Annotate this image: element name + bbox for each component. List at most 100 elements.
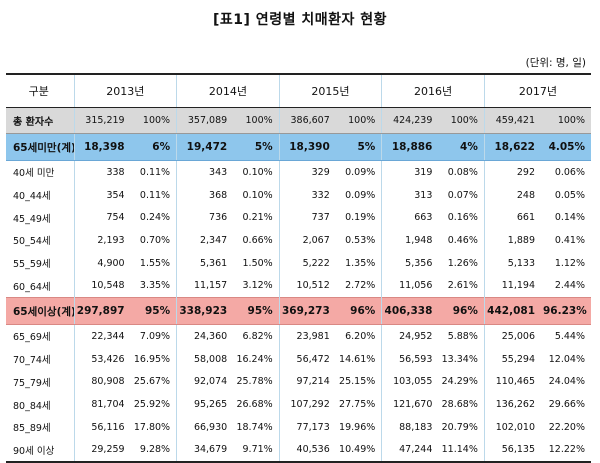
row-label: 총 환자수	[6, 107, 74, 134]
row-label: 60_64세	[13, 281, 51, 293]
percentage-cell: 5.88%	[447, 330, 478, 342]
table-row: 50_54세 2,193 0.70% 2,347 0.66% 2,067 0.53% 1,94…	[6, 229, 591, 252]
year-header: 2015년	[278, 73, 382, 108]
patient-count-cell: 22,344	[73, 324, 131, 348]
patient-count-cell: 19,472	[176, 133, 234, 161]
percentage-cell: 0.08%	[447, 166, 478, 178]
patient-count-cell: 663	[381, 206, 439, 230]
patient-count-cell: 58,008	[176, 347, 234, 371]
percentage-cell: 29.66%	[548, 399, 585, 411]
patient-count-cell: 121,670	[381, 393, 439, 416]
percentage-cell: 0.41%	[554, 234, 585, 246]
year-header: 2013년	[73, 73, 177, 108]
percentage-cell: 11.14%	[438, 438, 485, 463]
percentage-cell: 25.67%	[133, 376, 171, 388]
patient-count-cell: 11,056	[381, 274, 439, 298]
year-header: 2016년	[381, 73, 485, 108]
patient-count-cell: 18,390	[278, 133, 336, 161]
percentage-cell: 95%	[130, 297, 177, 326]
patient-count-cell: 329	[278, 160, 336, 184]
patient-count-cell: 29,259	[73, 438, 131, 463]
patient-count-cell: 10,512	[278, 274, 336, 298]
patient-count-cell: 459,421	[483, 107, 541, 134]
year-header: 2014년	[176, 73, 280, 108]
table-row: 85_89세 56,116 17.80% 66,930 18.74% 77,173 19.9…	[6, 415, 591, 439]
patient-count-cell: 11,157	[176, 274, 234, 298]
percentage-cell: 0.07%	[447, 189, 478, 201]
patient-count-cell: 88,183	[381, 415, 439, 439]
patient-count-cell: 24,952	[381, 324, 439, 348]
row-label: 85_89세	[13, 423, 51, 435]
percentage-cell: 0.46%	[447, 234, 478, 246]
percentage-cell: 26.68%	[236, 399, 273, 411]
patient-count-cell: 442,081	[483, 297, 541, 326]
row-label: 80_84세	[13, 400, 51, 412]
table-row: 총 환자수 315,219 100% 357,089 100% 386,607 100% 42…	[6, 107, 591, 134]
percentage-cell: 6%	[130, 133, 177, 161]
percentage-cell: 0.09%	[345, 166, 376, 178]
row-label: 70_74세	[13, 355, 51, 367]
row-label: 55_59세	[13, 259, 51, 271]
patient-count-cell: 424,239	[381, 107, 439, 134]
percentage-cell: 96%	[335, 297, 382, 326]
patient-count-cell: 1,889	[483, 229, 541, 252]
patient-count-cell: 2,067	[278, 229, 336, 252]
percentage-cell: 25.15%	[339, 376, 376, 388]
percentage-cell: 25.92%	[133, 399, 171, 411]
patient-count-cell: 23,981	[278, 324, 336, 348]
patient-count-cell: 47,244	[381, 438, 439, 463]
row-label: 40_44세	[13, 191, 51, 203]
percentage-cell: 0.21%	[242, 212, 273, 224]
patient-count-cell: 18,886	[381, 133, 439, 161]
percentage-cell: 0.05%	[554, 189, 585, 201]
patient-count-cell: 315,219	[73, 107, 131, 134]
patient-count-cell: 248	[483, 183, 541, 207]
percentage-cell: 13.34%	[441, 353, 478, 365]
patient-count-cell: 77,173	[278, 415, 336, 439]
row-label: 50_54세	[13, 236, 51, 248]
percentage-cell: 9.28%	[130, 438, 177, 463]
patient-count-cell: 34,679	[176, 438, 234, 463]
row-label: 75_79세	[13, 377, 51, 389]
percentage-cell: 19.96%	[339, 421, 376, 433]
patient-count-cell: 66,930	[176, 415, 234, 439]
row-label: 65_69세	[13, 332, 51, 344]
percentage-cell: 25.78%	[236, 376, 273, 388]
unit-note: (단위: 명, 일)	[525, 57, 586, 69]
patient-count-cell: 5,222	[278, 251, 336, 275]
patient-count-cell: 92,074	[176, 370, 234, 394]
patient-count-cell: 338,923	[176, 297, 234, 326]
patient-count-cell: 10,548	[73, 274, 131, 298]
percentage-cell: 5%	[233, 133, 280, 161]
table-row: 60_64세 10,548 3.35% 11,157 3.12% 10,512 2.72% 1…	[6, 274, 591, 298]
table-row: 45_49세 754 0.24% 736 0.21% 737 0.19% 663 0.16% 66…	[6, 206, 591, 230]
percentage-cell: 7.09%	[139, 330, 171, 342]
patient-count-cell: 386,607	[278, 107, 336, 134]
percentage-cell: 12.22%	[541, 438, 591, 463]
percentage-cell: 0.10%	[242, 189, 273, 201]
percentage-cell: 1.50%	[242, 257, 273, 269]
percentage-cell: 100%	[541, 107, 591, 134]
patient-count-cell: 81,704	[73, 393, 131, 416]
patient-count-cell: 4,900	[73, 251, 131, 275]
percentage-cell: 1.35%	[345, 257, 376, 269]
percentage-cell: 6.82%	[242, 330, 273, 342]
patient-count-cell: 5,356	[381, 251, 439, 275]
percentage-cell: 27.75%	[339, 399, 376, 411]
patient-count-cell: 332	[278, 183, 336, 207]
patient-count-cell: 737	[278, 206, 336, 230]
patient-count-cell: 5,133	[483, 251, 541, 275]
patient-count-cell: 56,135	[483, 438, 541, 463]
header-row: 구분 2013년 2014년 2015년 2016년 2017년	[6, 73, 591, 108]
percentage-cell: 0.10%	[242, 166, 273, 178]
percentage-cell: 95%	[233, 297, 280, 326]
percentage-cell: 0.09%	[345, 189, 376, 201]
table-row: 80_84세 81,704 25.92% 95,265 26.68% 107,292 27.…	[6, 393, 591, 416]
patient-count-cell: 354	[73, 183, 131, 207]
percentage-cell: 16.24%	[236, 353, 273, 365]
patient-count-cell: 25,006	[483, 324, 541, 348]
percentage-cell: 20.79%	[441, 421, 478, 433]
percentage-cell: 3.35%	[139, 280, 171, 292]
patient-count-cell: 24,360	[176, 324, 234, 348]
patient-count-cell: 136,262	[483, 393, 541, 416]
